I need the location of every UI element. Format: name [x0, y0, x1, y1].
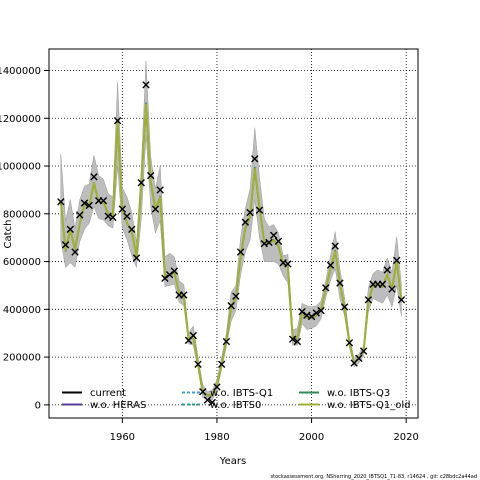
observed-catch-point	[284, 260, 292, 268]
observed-catch-point	[217, 360, 226, 368]
series-line-5	[59, 103, 403, 397]
observed-catch-point	[180, 291, 188, 299]
observed-catch-point	[270, 231, 278, 239]
legend: current w.o. IBTS-Q1 w.o. IBTS-Q3 w.o. HERA…	[62, 388, 410, 411]
observed-catch-point	[222, 337, 231, 346]
observed-catch-point	[340, 303, 349, 311]
observed-catch-point	[199, 388, 207, 396]
observed-catch-point	[383, 266, 391, 274]
observed-catch-point	[355, 354, 363, 362]
observed-catch-point	[322, 284, 330, 292]
y-axis-title: Catch	[3, 220, 14, 249]
observed-catch-point	[364, 296, 373, 304]
observed-catch-point	[137, 179, 145, 187]
observed-catch-point	[90, 173, 98, 181]
footer-note: stockassessment.org, NSherring_2020_IBTS…	[271, 474, 477, 480]
legend-label: w.o. IBTS-Q1_old	[327, 400, 410, 411]
observed-catch-point	[113, 116, 122, 125]
series-line-1	[60, 105, 403, 397]
observed-catch-point	[194, 360, 202, 368]
x-tick-label: 2000	[299, 432, 324, 443]
observed-catch-point	[147, 171, 155, 180]
observed-catch-point	[307, 312, 316, 321]
x-tick-label: 1980	[204, 432, 229, 443]
observed-catch-point	[132, 254, 141, 262]
observed-catch-point	[227, 302, 235, 310]
observed-catch-point	[128, 225, 136, 234]
observed-catch-point	[61, 241, 70, 249]
observed-catch-point	[326, 261, 335, 269]
observed-catch-point	[156, 186, 164, 194]
observed-catch-point	[213, 383, 221, 391]
grid	[49, 49, 418, 418]
observed-catch-point	[85, 201, 93, 210]
observed-catch-point	[123, 212, 131, 220]
observed-catch-point	[331, 242, 339, 250]
y-tick-label: 1400000	[0, 66, 41, 77]
observed-catch-point	[359, 347, 368, 355]
observed-catch-point	[298, 308, 306, 316]
observed-catch-point	[80, 199, 89, 207]
x-tick-label: 1960	[110, 432, 135, 443]
y-tick-label: 600000	[3, 257, 41, 268]
observed-catch-point	[388, 285, 396, 293]
observed-catch-point	[170, 267, 179, 275]
observed-catch-point	[251, 155, 259, 163]
x-axis-title: Years	[219, 456, 246, 467]
observed-catch-point	[265, 238, 273, 247]
plot-frame	[48, 48, 419, 419]
observed-catch-point	[189, 331, 197, 340]
y-tick-label: 0	[35, 400, 41, 411]
observed-catch-point	[345, 339, 354, 347]
observed-catch-point	[236, 248, 245, 256]
y-tick-label: 1000000	[0, 162, 41, 173]
y-tick-label: 800000	[3, 209, 41, 220]
y-axis: 0 200000 400000 600000 800000 1000000 1200000 1…	[0, 66, 49, 411]
observed-catch-point	[118, 205, 127, 213]
observed-catch-point	[336, 279, 344, 287]
observed-catch-point	[312, 309, 320, 317]
observed-catch-point	[109, 213, 117, 222]
observed-catch-point	[99, 196, 108, 205]
x-axis: 1960 1980 2000 2020	[110, 418, 419, 443]
legend-label: w.o. IBTS0	[210, 400, 261, 411]
observed-catch-point	[142, 81, 150, 89]
observed-catch-point	[165, 271, 174, 279]
observed-catch-point	[71, 248, 79, 256]
observed-catch-point	[161, 274, 169, 282]
legend-label: w.o. IBTS-Q1	[210, 388, 273, 399]
observed-catch-point	[317, 306, 325, 315]
observed-catch-point	[397, 296, 406, 304]
legend-label: current	[90, 388, 126, 399]
observed-catch-point	[246, 208, 254, 217]
observed-catch-point	[293, 337, 302, 346]
y-tick-label: 200000	[3, 353, 41, 364]
series-lines	[59, 102, 403, 397]
observed-catch-point	[241, 218, 250, 226]
observed-catch-point	[378, 280, 387, 288]
y-tick-label: 400000	[3, 305, 41, 316]
observed-catch-point	[76, 211, 84, 219]
legend-label: w.o. IBTS-Q3	[327, 388, 390, 399]
observed-catch-point	[151, 205, 160, 213]
observed-catch-point	[208, 398, 216, 407]
observed-catch-point	[66, 225, 74, 234]
observed-catch-point	[57, 198, 65, 206]
observed-catch-point	[255, 206, 264, 214]
observed-catch-point	[274, 237, 283, 245]
x-tick-label: 2020	[393, 432, 418, 443]
observed-catch-point	[203, 396, 212, 404]
observed-catch-points	[57, 81, 406, 407]
observed-catch-point	[288, 335, 297, 343]
observed-catch-point	[393, 256, 401, 265]
y-tick-label: 1200000	[0, 114, 41, 125]
observed-catch-point	[232, 292, 240, 300]
legend-label: w.o. HERAS	[90, 400, 146, 411]
